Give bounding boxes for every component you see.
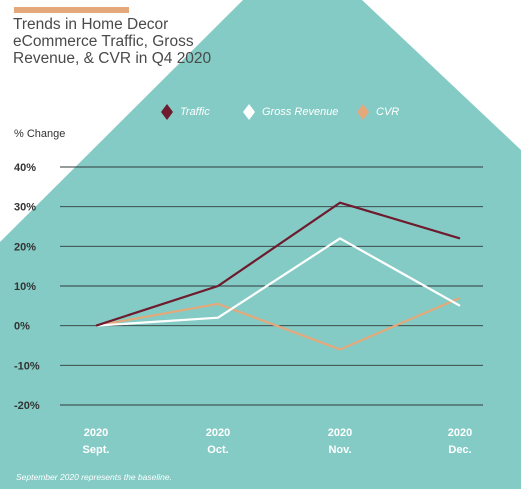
legend-diamond-icon (243, 104, 255, 120)
legend-diamond-icon (357, 104, 369, 120)
y-tick-label: 0% (14, 321, 30, 333)
x-tick-year: 2020 (206, 427, 230, 439)
y-tick-label: -20% (14, 400, 40, 412)
legend-label-traffic: Traffic (180, 106, 210, 118)
x-tick-year: 2020 (84, 427, 108, 439)
x-tick-month: Oct. (207, 444, 228, 456)
x-tick-year: 2020 (328, 427, 352, 439)
legend-diamond-icon (161, 104, 173, 120)
title-accent-bar (14, 7, 129, 13)
legend-label-gross-revenue: Gross Revenue (262, 106, 339, 118)
footnote: September 2020 represents the baseline. (16, 472, 172, 482)
legend-item-gross-revenue: Gross Revenue (242, 102, 338, 122)
y-tick-label: -10% (14, 360, 40, 372)
legend-label-cvr: CVR (376, 106, 400, 118)
series-line-traffic (95, 201, 461, 327)
series-line-cvr (95, 296, 461, 351)
chart-title: Trends in Home Decor eCommerce Traffic, … (13, 16, 212, 67)
legend-item-traffic: Traffic (160, 102, 210, 122)
y-tick-label: 40% (14, 162, 36, 174)
x-tick-month: Nov. (328, 444, 351, 456)
y-axis-label: % Change (14, 128, 66, 140)
legend: Traffic Gross Revenue CVR (0, 102, 521, 122)
series-line-gross-revenue (95, 237, 461, 327)
x-tick-month: Dec. (448, 444, 471, 456)
y-tick-label: 10% (14, 281, 36, 293)
legend-item-cvr: CVR (356, 102, 399, 122)
y-tick-label: 30% (14, 202, 36, 214)
x-tick-month: Sept. (83, 444, 110, 456)
x-tick-year: 2020 (448, 427, 472, 439)
y-tick-label: 20% (14, 241, 36, 253)
